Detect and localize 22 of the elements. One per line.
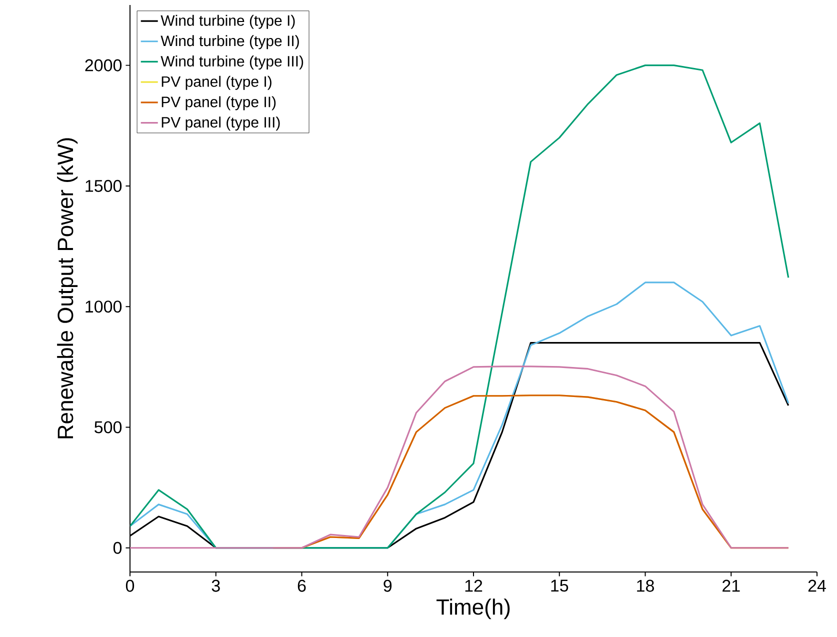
x-tick-label: 9 [384,580,392,592]
x-tick-label: 6 [298,580,306,592]
x-tick-label: 24 [808,580,826,592]
legend-label: PV panel (type I) [162,76,272,90]
y-tick-label: 1000 [86,300,122,313]
x-tick-label: 12 [465,580,482,592]
y-tick-label: 1500 [86,180,122,192]
x-tick-label: 15 [551,580,568,592]
legend-label: PV panel (type II) [162,96,276,110]
legend-label: PV panel (type III) [162,116,280,131]
y-tick-label: 0 [113,542,122,554]
x-axis-title: Time(h) [436,598,510,620]
legend-label: Wind turbine (type III) [160,56,304,70]
y-axis-title: Renewable Output Power (kW) [57,138,78,438]
x-tick-label: 3 [212,580,220,592]
x-tick-label: 18 [637,580,654,592]
legend-label: Wind turbine (type II) [160,35,299,50]
y-tick-label: 500 [94,421,122,434]
legend-label: Wind turbine (type I) [160,14,295,29]
x-tick-label: 21 [722,580,740,592]
x-tick-label: 0 [126,580,134,592]
y-tick-label: 2000 [85,59,122,72]
